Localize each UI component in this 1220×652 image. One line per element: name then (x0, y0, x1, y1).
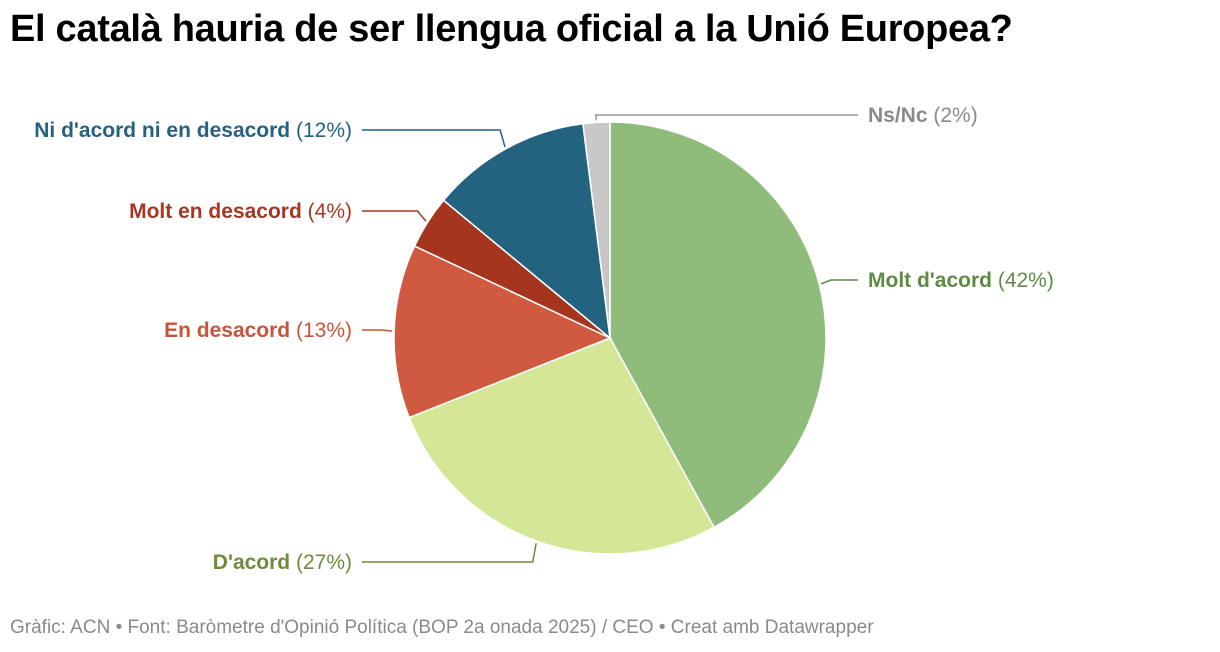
leader-line-en-desacord (362, 329, 393, 332)
source-footer: Gràfic: ACN • Font: Baròmetre d'Opinió P… (10, 617, 874, 638)
slice-label-name: Molt en desacord (129, 200, 302, 223)
leader-line-molt-en-desacord (362, 210, 427, 222)
slice-label-molt-d-acord: Molt d'acord (42%) (868, 269, 1054, 292)
slice-label-ns-nc: Ns/Nc (2%) (868, 104, 978, 127)
slice-label-name: Ns/Nc (868, 104, 928, 127)
slice-label-d-acord: D'acord (27%) (213, 551, 352, 574)
slice-label-molt-en-desacord: Molt en desacord (4%) (129, 200, 352, 223)
pie-slice-molt-d-acord (609, 121, 827, 529)
pie-slices (393, 121, 827, 555)
leader-line-ns-nc (594, 114, 858, 121)
chart-title: El català hauria de ser llengua oficial … (10, 8, 1013, 50)
pie-slice-en-desacord (393, 245, 612, 419)
leader-line-molt-d-acord (820, 279, 858, 285)
slice-label-value: (2%) (928, 104, 978, 127)
label-leader-lines (362, 114, 858, 563)
slice-label-name: En desacord (164, 319, 290, 342)
pie-slice-ni-d-acord-ni-en-desacord (442, 122, 611, 340)
slice-label-value: (27%) (290, 551, 352, 574)
slice-label-name: Molt d'acord (868, 269, 992, 292)
slice-label-name: D'acord (213, 551, 290, 574)
slice-label-value: (13%) (290, 319, 352, 342)
slice-label-value: (42%) (992, 269, 1054, 292)
leader-line-d-acord (362, 542, 537, 563)
slice-label-value: (12%) (290, 119, 352, 142)
pie-slice-ns-nc (582, 121, 611, 339)
slice-label-value: (4%) (302, 200, 352, 223)
pie-slice-d-acord (408, 337, 716, 555)
leader-line-ni-d-acord-ni-en-desacord (362, 129, 506, 148)
slice-label-name: Ni d'acord ni en desacord (34, 119, 290, 142)
slice-labels: Molt d'acord (42%) D'acord (27%) En desaco… (34, 104, 1054, 574)
slice-label-en-desacord: En desacord (13%) (164, 319, 352, 342)
slice-label-ni-d-acord-ni-en-desacord: Ni d'acord ni en desacord (12%) (34, 119, 352, 142)
